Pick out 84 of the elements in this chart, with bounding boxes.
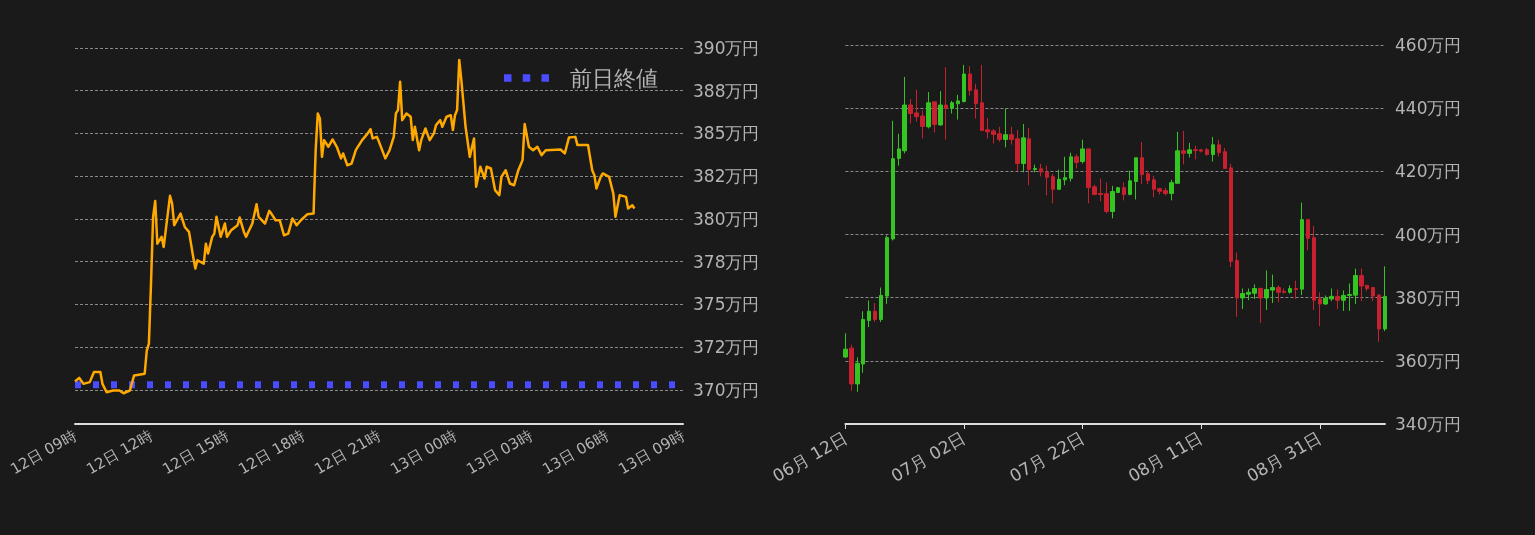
y-tick-label: 380万円 <box>1395 287 1462 308</box>
candlestick <box>1122 181 1126 201</box>
candlestick <box>879 287 883 323</box>
candlestick <box>1140 141 1144 185</box>
y-tick-label: 400万円 <box>1395 224 1462 245</box>
candlestick <box>1383 265 1387 332</box>
candlestick <box>1335 288 1340 310</box>
candlestick <box>968 65 972 97</box>
x-tick-label: 12日 18時 <box>235 426 308 479</box>
candlestick <box>1051 173 1055 204</box>
y-tick-label: 460万円 <box>1395 35 1462 55</box>
x-tick-label: 12日 15時 <box>159 426 232 479</box>
candlestick <box>1306 218 1310 251</box>
candlestick <box>867 300 871 328</box>
y-tick-label: 340万円 <box>1395 414 1462 434</box>
legend-label: 前日終値 <box>570 65 658 91</box>
y-tick-label: 380万円 <box>693 208 760 229</box>
candlestick <box>1235 252 1239 318</box>
candlestick <box>1080 139 1085 164</box>
candlestick <box>1371 287 1375 302</box>
candlestick <box>974 83 978 120</box>
candlestick <box>956 94 960 121</box>
line-series <box>73 58 636 395</box>
y-tick-label: 385万円 <box>693 123 760 144</box>
y-tick-label: 375万円 <box>693 294 760 315</box>
x-tick-label: 13日 03時 <box>463 426 536 479</box>
candlestick <box>1057 169 1061 190</box>
y-tick-label: 440万円 <box>1395 98 1462 119</box>
candlestick <box>1223 147 1227 169</box>
candlestick <box>926 91 931 129</box>
candlestick <box>1318 291 1322 327</box>
candlestick <box>1187 142 1192 158</box>
candlestick <box>1134 157 1138 200</box>
candlestick <box>1039 163 1043 177</box>
candlestick <box>843 332 848 359</box>
y-tick-label: 370万円 <box>693 379 760 400</box>
x-tick-label: 13日 00時 <box>387 426 460 479</box>
candlestick <box>1300 202 1304 296</box>
candlestick <box>932 101 937 133</box>
candlestick <box>938 90 943 127</box>
candlestick <box>1288 284 1292 295</box>
candlestick <box>1074 153 1079 169</box>
y-tick-label: 390万円 <box>693 38 760 58</box>
candlestick <box>1181 130 1186 165</box>
y-tick-label: 372万円 <box>693 337 760 358</box>
x-tick-label: 08月 11日 <box>1124 427 1207 486</box>
x-tick-label: 06月 12日 <box>768 427 851 486</box>
candlestick <box>962 64 966 103</box>
x-tick-label: 12日 21時 <box>311 426 384 479</box>
candlestick <box>1217 139 1221 157</box>
candlestick <box>1045 165 1049 196</box>
candlestick <box>1027 127 1031 186</box>
candlestick <box>1312 225 1316 311</box>
candlestick <box>873 302 877 323</box>
y-tick-label: 388万円 <box>693 80 760 101</box>
candlestick <box>1069 152 1073 182</box>
candlestick <box>1146 170 1150 185</box>
candlestick <box>1229 163 1233 268</box>
candlestick <box>1021 123 1026 173</box>
candlestick <box>1205 147 1209 157</box>
candlestick <box>944 66 948 140</box>
candlestick <box>1128 170 1132 196</box>
x-tick-label: 13日 06時 <box>539 426 612 479</box>
y-tick-label: 378万円 <box>693 251 760 272</box>
x-tick-label: 08月 31日 <box>1243 427 1325 486</box>
y-tick-label: 360万円 <box>1395 350 1462 371</box>
candlestick <box>849 344 854 392</box>
candlestick <box>891 120 895 241</box>
x-tick-label: 13日 09時 <box>615 426 688 479</box>
candlestick <box>1003 107 1008 148</box>
candlestick <box>1063 156 1067 186</box>
x-tick-label: 12日 09時 <box>7 426 80 479</box>
x-tick-label: 07月 02日 <box>887 427 970 486</box>
x-tick-label: 12日 12時 <box>83 426 156 479</box>
y-tick-label: 420万円 <box>1395 161 1462 182</box>
y-tick-label: 382万円 <box>693 166 760 187</box>
x-tick-label: 07月 22日 <box>1006 427 1088 486</box>
candlestick <box>950 100 954 115</box>
candlestick <box>1211 136 1215 163</box>
candlestick <box>1033 164 1037 173</box>
candlestick <box>1258 287 1263 324</box>
candlestick <box>885 234 889 305</box>
candlestick <box>1377 293 1381 343</box>
candlestick <box>1294 280 1298 300</box>
